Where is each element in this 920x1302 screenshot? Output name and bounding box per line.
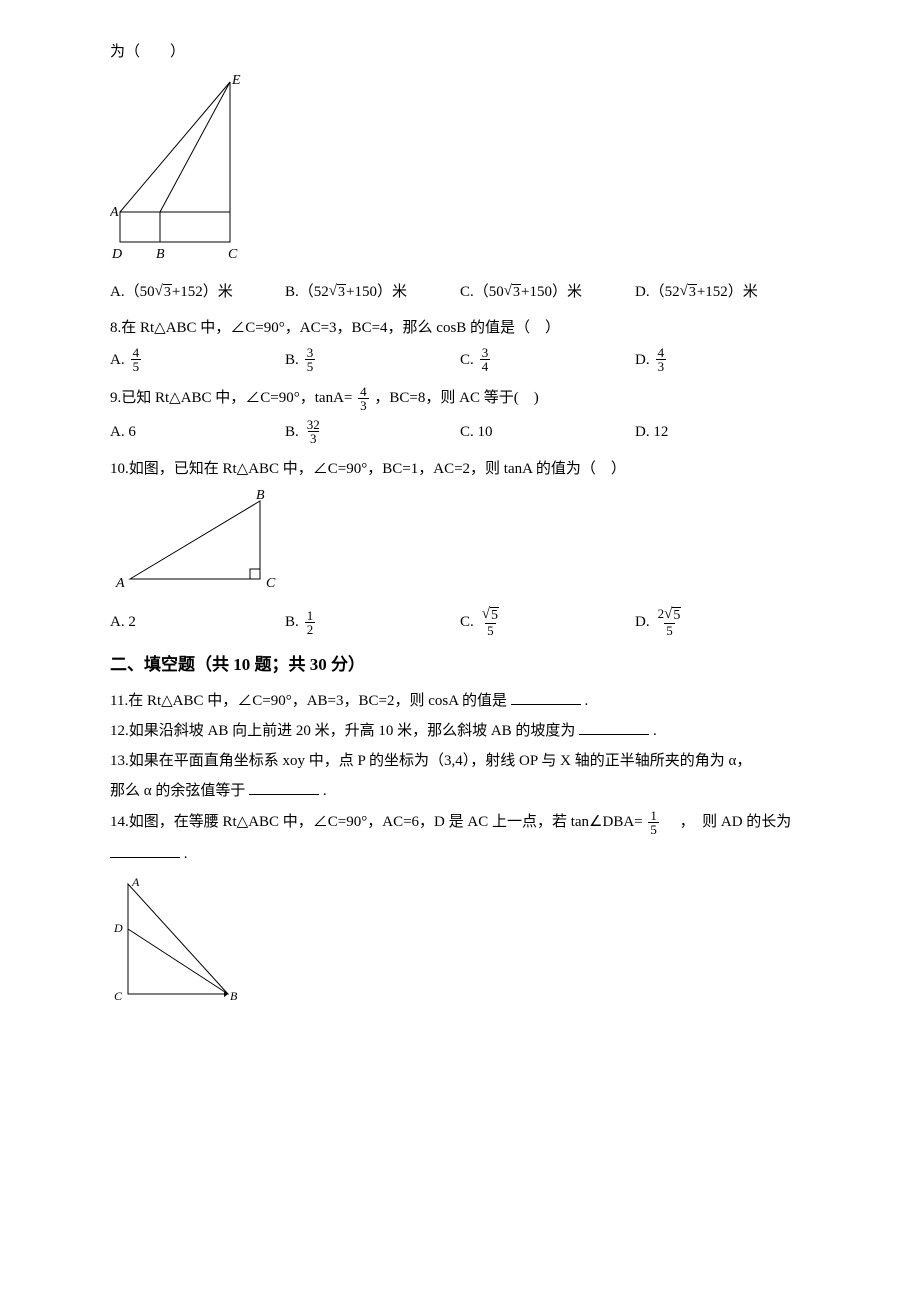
fraction: 34 [480,346,491,373]
q9-opt-B: B. 323 [285,418,460,445]
q13-end: . [323,783,327,799]
q10-label-B: B [256,489,265,503]
opt-text: A.（50 [110,280,155,304]
opt-text: D.（52 [635,280,680,304]
q14-blank-line: . [110,842,810,866]
opt-label: A. 6 [110,420,136,444]
q14-label-A: A [131,875,140,889]
opt-text: +150）米 [346,280,407,304]
fraction: 43 [656,346,667,373]
q7-opt-C: C.（50 √3 +150）米 [460,280,635,304]
opt-label: D. [635,610,650,634]
q12-end: . [653,723,657,739]
q8-options: A. 45 B. 35 C. 34 D. 43 [110,346,810,373]
blank [579,720,649,735]
q11-text: 11.在 Rt△ABC 中，∠C=90°，AB=3，BC=2，则 cosA 的值… [110,689,810,713]
fraction: 2√5 5 [656,607,684,637]
q10-opt-C: C. √5 5 [460,607,635,637]
q8-opt-D: D. 43 [635,346,810,373]
q13-main: 那么 α 的余弦值等于 [110,783,245,799]
opt-text: +152）米 [172,280,233,304]
q8-opt-C: C. 34 [460,346,635,373]
q14-post: ， 则 AD 的长为 [665,814,792,830]
q8-text: 8.在 Rt△ABC 中，∠C=90°，AC=3，BC=4，那么 cosB 的值… [110,316,810,340]
fraction: 43 [358,385,369,412]
q7-figure: A D B C E [110,72,810,272]
q9-text: 9.已知 Rt△ABC 中，∠C=90°，tanA= 43 ，BC=8，则 AC… [110,385,810,412]
opt-label: C. [460,348,474,372]
q13-line1: 13.如果在平面直角坐标系 xoy 中，点 P 的坐标为（3,4），射线 OP … [110,749,810,773]
q11-main: 11.在 Rt△ABC 中，∠C=90°，AB=3，BC=2，则 cosA 的值… [110,693,507,709]
q10-opt-D: D. 2√5 5 [635,607,810,637]
q10-opt-B: B. 12 [285,607,460,637]
q7-opt-A: A.（50 √3 +152）米 [110,280,285,304]
q9-pre: 9.已知 Rt△ABC 中，∠C=90°，tanA= [110,390,352,406]
q7-trailing: 为（ ） [110,40,810,64]
opt-label: B. [285,420,299,444]
q9-options: A. 6 B. 323 C. 10 D. 12 [110,418,810,445]
blank [511,690,581,705]
opt-text: +150）米 [521,280,582,304]
q14-end: . [184,846,188,862]
q12-text: 12.如果沿斜坡 AB 向上前进 20 米，升高 10 米，那么斜坡 AB 的坡… [110,719,810,743]
q14-text: 14.如图，在等腰 Rt△ABC 中，∠C=90°，AC=6，D 是 AC 上一… [110,809,810,836]
fraction: 15 [648,809,659,836]
sqrt-icon: √3 [504,284,521,300]
opt-text: B.（52 [285,280,329,304]
opt-label: B. [285,348,299,372]
sqrt-icon: √3 [329,284,346,300]
q10-label-A: A [115,576,125,591]
q7-label-A: A [110,205,119,220]
q9-opt-C: C. 10 [460,418,635,445]
opt-text: +152）米 [697,280,758,304]
opt-label: A. [110,348,125,372]
opt-label: D. [635,348,650,372]
blank [249,780,319,795]
q7-label-D: D [111,247,122,262]
q7-opt-D: D.（52 √3 +152）米 [635,280,810,304]
q10-opt-A: A. 2 [110,607,285,637]
fraction: 323 [305,418,322,445]
fraction: √5 5 [480,607,501,637]
opt-label: D. 12 [635,420,668,444]
sqrt-icon: √3 [155,284,172,300]
q10-text: 10.如图，已知在 Rt△ABC 中，∠C=90°，BC=1，AC=2，则 ta… [110,457,810,481]
q8-opt-A: A. 45 [110,346,285,373]
q14-label-B: B [230,989,238,1003]
section2-heading: 二、填空题（共 10 题；共 30 分） [110,651,810,678]
q9-opt-A: A. 6 [110,418,285,445]
opt-label: B. [285,610,299,634]
q10-figure: A B C [110,489,810,599]
opt-text: C.（50 [460,280,504,304]
q9-post: ，BC=8，则 AC 等于( ) [374,390,538,406]
q14-figure: A D C B [110,874,810,1009]
opt-label: A. 2 [110,610,136,634]
blank [110,843,180,858]
q14-label-D: D [113,921,123,935]
opt-label: C. [460,610,474,634]
q10-options: A. 2 B. 12 C. √5 5 D. 2√5 5 [110,607,810,637]
q14-pre: 14.如图，在等腰 Rt△ABC 中，∠C=90°，AC=6，D 是 AC 上一… [110,814,643,830]
q7-label-E: E [231,73,241,88]
q12-main: 12.如果沿斜坡 AB 向上前进 20 米，升高 10 米，那么斜坡 AB 的坡… [110,723,575,739]
fraction: 35 [305,346,316,373]
q14-label-C: C [114,989,123,1003]
q8-opt-B: B. 35 [285,346,460,373]
q13-line2: 那么 α 的余弦值等于 . [110,779,810,803]
opt-label: C. 10 [460,420,493,444]
fraction: 12 [305,609,316,636]
q7-options: A.（50 √3 +152）米 B.（52 √3 +150）米 C.（50 √3… [110,280,810,304]
sqrt-icon: √3 [680,284,697,300]
q9-opt-D: D. 12 [635,418,810,445]
fraction: 45 [131,346,142,373]
q10-label-C: C [266,576,276,591]
q11-end: . [584,693,588,709]
q7-opt-B: B.（52 √3 +150）米 [285,280,460,304]
q7-label-B: B [156,247,165,262]
q7-label-C: C [228,247,238,262]
